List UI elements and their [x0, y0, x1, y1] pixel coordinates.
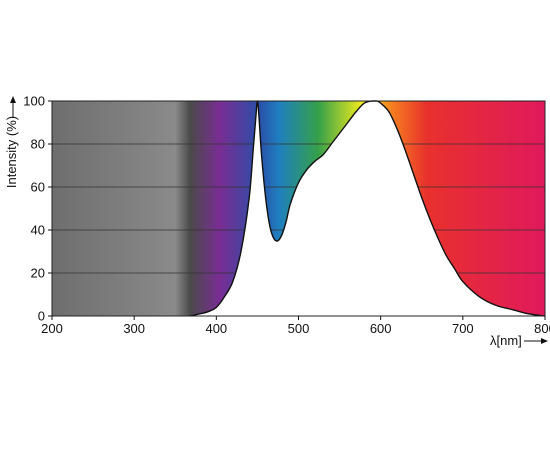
y-axis-label: Intensity (%) [4, 116, 19, 188]
y-tick-label-60: 60 [31, 180, 45, 195]
spectrum-curve [189, 100, 546, 317]
y-tick-label-0: 0 [38, 309, 45, 324]
x-tick-label-800: 800 [534, 321, 550, 336]
y-tick-label-20: 20 [31, 266, 45, 281]
x-tick-label-300: 300 [123, 321, 145, 336]
y-tick-label-40: 40 [31, 223, 45, 238]
x-tick-label-400: 400 [205, 321, 227, 336]
y-tick-label-100: 100 [23, 94, 45, 109]
labels-layer: Intensity (%) λ[nm] [4, 96, 548, 348]
x-tick-label-500: 500 [288, 321, 310, 336]
y-axis-arrow-head [10, 96, 16, 103]
spectrum-area [190, 101, 546, 316]
x-tick-label-200: 200 [41, 321, 63, 336]
x-axis-label: λ[nm] [490, 333, 522, 348]
ticks-layer: 200 300 400 500 600 700 800 0 20 40 60 80 100 [23, 94, 550, 337]
x-tick-label-600: 600 [370, 321, 392, 336]
y-tick-label-80: 80 [31, 137, 45, 152]
x-tick-label-700: 700 [452, 321, 474, 336]
x-axis-arrow-head [541, 338, 548, 344]
